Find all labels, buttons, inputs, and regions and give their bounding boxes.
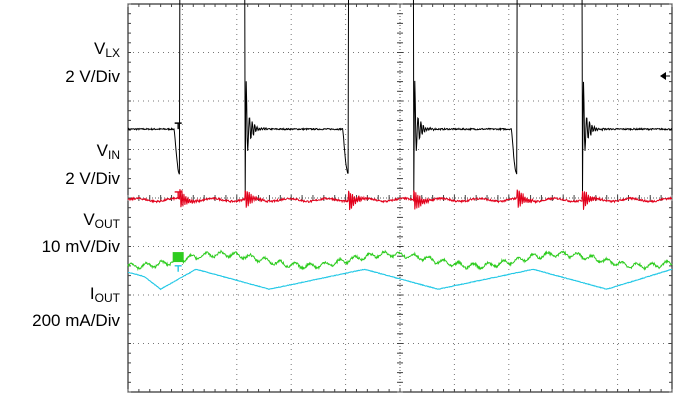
vin-scale: 2 V/Div — [65, 169, 120, 188]
vin-trace — [127, 189, 673, 211]
trigger-level-arrow — [660, 72, 666, 80]
iout-label: IOUT — [89, 284, 120, 305]
vout-scale: 10 mV/Div — [41, 237, 120, 256]
channel-labels: VLX 2 V/Div VIN 2 V/Div VOUT 10 mV/Div I… — [0, 0, 130, 394]
vin-label: VIN — [96, 141, 120, 162]
vout-ground-marker — [172, 252, 184, 263]
vlx-label: VLX — [93, 39, 120, 60]
iout-ground-marker — [174, 265, 182, 272]
iout-scale: 200 mA/Div — [32, 311, 120, 330]
vout-label: VOUT — [83, 210, 120, 231]
vin-ground-marker — [174, 191, 182, 198]
vlx-scale: 2 V/Div — [65, 67, 120, 86]
iout-trace — [127, 268, 673, 291]
vout-trace — [127, 249, 673, 272]
vlx-ground-marker — [174, 122, 182, 130]
